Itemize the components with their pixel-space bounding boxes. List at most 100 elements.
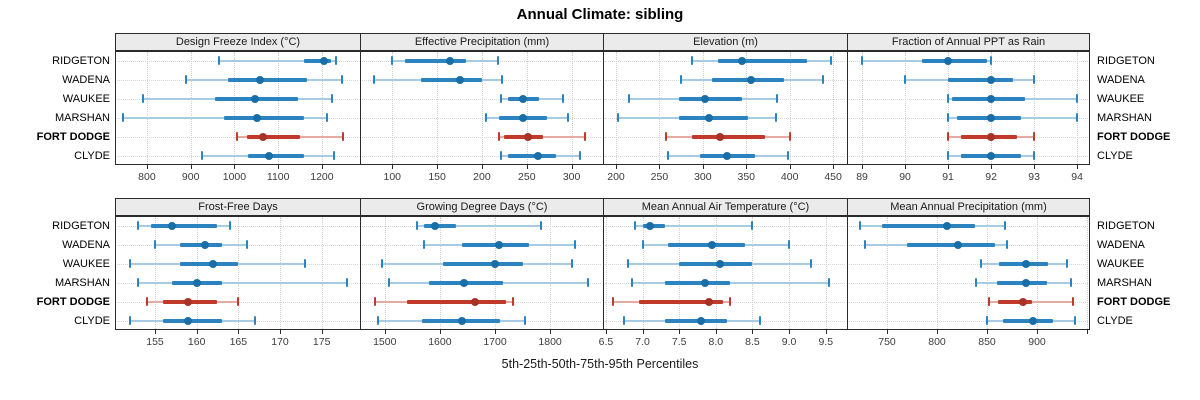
whisker-cap-low <box>947 151 950 160</box>
whisker-cap-low <box>373 75 376 84</box>
axis-tick <box>616 165 618 169</box>
axis-tick <box>1077 165 1079 169</box>
axis-tick <box>825 330 827 334</box>
axis-tick-label: 1100 <box>266 171 290 183</box>
median-dot <box>491 259 499 268</box>
axis-tick <box>702 165 704 169</box>
median-dot <box>167 221 176 230</box>
whisker-cap-high <box>990 56 993 65</box>
station-label-left: RIDGETON <box>52 219 110 232</box>
chart-title: Annual Climate: sibling <box>516 6 684 23</box>
grid-v <box>196 217 198 329</box>
whisker-cap-high <box>567 113 570 122</box>
whisker-cap-high <box>810 259 813 268</box>
whisker-cap-low <box>499 151 502 160</box>
grid-v <box>789 217 791 329</box>
iqr-bar <box>718 58 808 63</box>
whisker-cap-low <box>626 259 629 268</box>
axis-tick <box>789 165 791 169</box>
axis-tick-label: 155 <box>146 336 164 348</box>
axis-tick-label: 800 <box>138 171 156 183</box>
whisker-cap-low <box>680 75 683 84</box>
panel-header-design-freeze-index-c: Design Freeze Index (°C) <box>115 33 360 51</box>
axis-tick <box>146 165 148 169</box>
whisker-cap-low <box>388 278 391 287</box>
axis-tick <box>948 165 950 169</box>
whisker-cap-low <box>623 316 626 325</box>
axis-tick <box>715 330 717 334</box>
whisker-cap-high <box>334 56 337 65</box>
whisker-cap-high <box>821 75 824 84</box>
axis-tick-label: 1600 <box>428 336 452 348</box>
whisker-cap-low <box>864 240 866 249</box>
whisker-cap-high <box>345 278 348 287</box>
panel-header-mean-annual-air-temperature-c: Mean Annual Air Temperature (°C) <box>603 198 847 216</box>
median-dot <box>700 278 709 287</box>
median-dot <box>494 240 503 249</box>
grid-v <box>715 217 717 329</box>
whisker-cap-low <box>859 221 861 230</box>
axis-tick <box>439 330 441 334</box>
axis-tick <box>495 330 496 334</box>
whisker-cap-high <box>561 94 564 103</box>
panel-plot-design-freeze-index-c <box>115 51 360 165</box>
median-dot <box>944 56 953 65</box>
whisker-cap-high <box>330 94 333 103</box>
iqr-bar <box>404 58 466 63</box>
whisker-cap-high <box>586 278 589 287</box>
panel-header-effective-precipitation-mm: Effective Precipitation (mm) <box>360 33 603 51</box>
grid-h <box>362 155 601 157</box>
station-label-left: RIDGETON <box>52 54 110 67</box>
axis-tick-label: 850 <box>978 336 996 348</box>
median-dot <box>258 132 267 141</box>
grid-v <box>550 217 552 329</box>
panel-header-fraction-of-annual-ppt-as-rain: Fraction of Annual PPT as Rain <box>847 33 1090 51</box>
whisker-cap-low <box>947 94 950 103</box>
median-dot <box>747 75 756 84</box>
whisker-cap-low <box>975 278 977 287</box>
whisker-cap-high <box>1070 278 1072 287</box>
axis-tick-label: 1500 <box>373 336 397 348</box>
axis-tick <box>789 330 791 334</box>
axis-tick <box>155 330 156 334</box>
whisker-cap-high <box>751 221 754 230</box>
median-dot <box>519 94 528 103</box>
station-label-left: WADENA <box>62 238 110 251</box>
whisker-cap-low <box>154 240 156 249</box>
grid-h <box>117 225 358 227</box>
station-label-right: WAUKEE <box>1097 92 1145 105</box>
whisker-cap-low <box>641 240 644 249</box>
whisker-cap-low <box>988 297 990 306</box>
whisker-cap-low <box>137 221 140 230</box>
grid-v <box>862 52 864 164</box>
whisker-cap-high <box>571 259 574 268</box>
whisker-cap-low <box>415 221 418 230</box>
axis-tick-label: 800 <box>928 336 946 348</box>
median-dot <box>723 151 732 160</box>
whisker-cap-low <box>667 151 670 160</box>
median-dot <box>470 297 479 306</box>
median-dot <box>523 132 532 141</box>
whisker-cap-low <box>129 316 131 325</box>
grid-v <box>825 217 827 329</box>
axis-tick <box>905 165 907 169</box>
axis-tick-label: 90 <box>899 171 911 183</box>
whisker-cap-low <box>634 221 637 230</box>
median-dot <box>716 132 725 141</box>
station-label-right: CLYDE <box>1097 149 1133 162</box>
axis-tick-label: 9.5 <box>818 336 834 348</box>
median-dot <box>1022 278 1030 287</box>
station-label-right: RIDGETON <box>1097 219 1155 232</box>
median-dot <box>645 221 654 230</box>
grid-v <box>384 217 386 329</box>
whisker-cap-low <box>499 94 502 103</box>
whisker-cap-high <box>245 240 248 249</box>
axis-tick-label: 300 <box>562 171 581 183</box>
whisker-cap-high <box>326 113 329 122</box>
whisker-cap-high <box>237 297 240 306</box>
whisker-cap-low <box>980 259 982 268</box>
panel-header-growing-degree-days-c: Growing Degree Days (°C) <box>360 198 603 216</box>
axis-tick <box>887 330 888 334</box>
grid-v <box>905 52 907 164</box>
axis-tick <box>1087 330 1088 334</box>
